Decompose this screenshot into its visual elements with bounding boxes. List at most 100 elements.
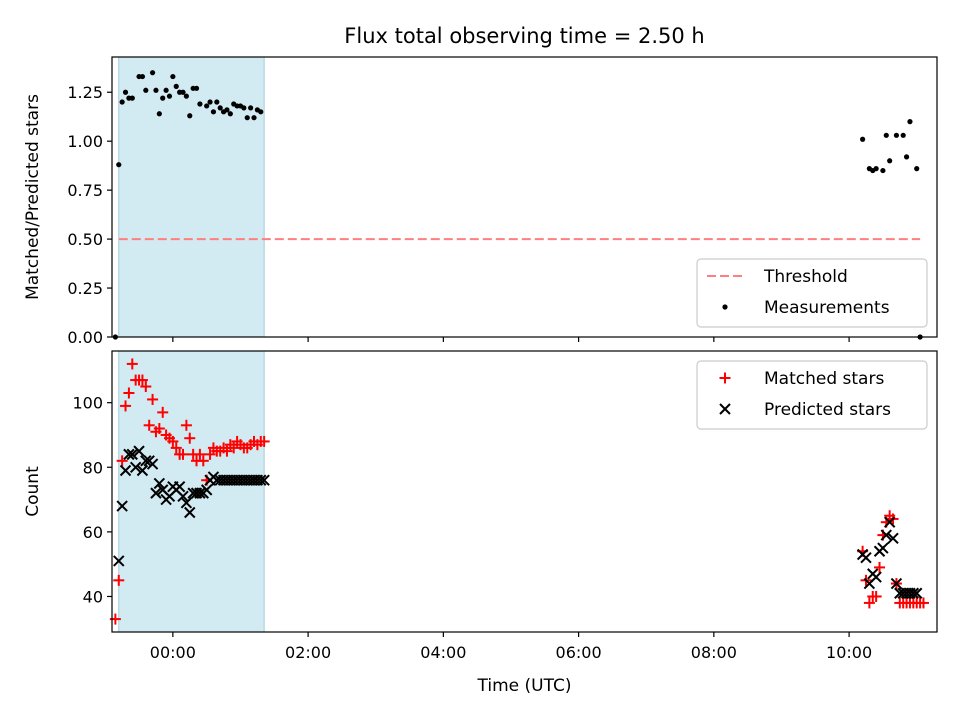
matched-star-point xyxy=(147,393,159,405)
measurement-point xyxy=(893,132,900,138)
y-tick-label: 100 xyxy=(72,394,103,413)
matched-star-point xyxy=(874,561,886,573)
predicted-star-point xyxy=(200,484,213,496)
y-tick-label: 80 xyxy=(83,458,103,477)
measurement-point xyxy=(166,93,173,99)
predicted-star-point xyxy=(146,458,159,470)
predicted-star-marker-b xyxy=(146,458,159,470)
predicted-star-point xyxy=(880,529,892,541)
axes-frame xyxy=(111,56,938,338)
y-tick-label: 0.50 xyxy=(67,230,103,249)
y-tick-label: 1.25 xyxy=(67,83,103,102)
predicted-star-point xyxy=(883,516,896,528)
matched-star-point xyxy=(143,419,155,431)
legend: Matched stars Predicted stars xyxy=(696,360,928,430)
measurement-point xyxy=(180,89,186,95)
measurement-point xyxy=(887,158,893,164)
predicted-star-point xyxy=(907,587,920,599)
predicted-star-point xyxy=(126,448,138,461)
predicted-star-point xyxy=(184,506,196,519)
measurement-point xyxy=(143,87,149,93)
matched-star-point xyxy=(228,442,240,454)
measurement-point xyxy=(149,70,156,76)
matched-star-point xyxy=(157,406,169,418)
predicted-star-marker-b xyxy=(140,455,152,467)
predicted-star-point xyxy=(887,532,899,545)
predicted-star-point xyxy=(870,571,882,583)
measurement-point xyxy=(900,132,906,138)
measurement-point xyxy=(248,105,254,111)
predicted-star-point xyxy=(136,464,149,477)
measurement-point xyxy=(883,132,889,138)
matched-star-point xyxy=(136,374,148,386)
predicted-star-marker-b xyxy=(136,464,149,477)
predicted-star-marker-b xyxy=(150,487,162,499)
predicted-star-point xyxy=(255,474,267,486)
measurement-point xyxy=(139,73,146,80)
measurement-point xyxy=(156,111,162,117)
predicted-star-marker-b xyxy=(177,490,189,503)
x-tick-label: 10:00 xyxy=(826,643,872,662)
predicted-star-marker-b xyxy=(890,577,903,590)
legend-label: Predicted stars xyxy=(764,400,891,420)
matched-star-point xyxy=(170,442,182,454)
matched-star-point xyxy=(870,590,882,602)
predicted-star-point xyxy=(177,490,189,503)
predicted-star-marker-b xyxy=(200,484,213,496)
predicted-star-marker-b xyxy=(126,448,138,461)
predicted-star-point xyxy=(150,487,162,499)
y-tick-label: 0.00 xyxy=(67,328,103,347)
predicted-star-point xyxy=(890,577,903,590)
matched-star-point xyxy=(184,432,196,444)
predicted-star-point xyxy=(877,542,889,554)
measurement-point xyxy=(244,115,250,121)
predicted-star-point xyxy=(133,445,145,457)
matched-star-point xyxy=(123,387,135,399)
predicted-star-marker-b xyxy=(907,587,920,599)
measurement-point xyxy=(193,85,200,91)
measurement-point xyxy=(163,87,169,93)
top-panel: 0.00 0.25 0.50 0.75 1.00 1.25 Flux total obser… xyxy=(23,24,938,347)
y-tick-label: 60 xyxy=(83,523,103,542)
predicted-star-point xyxy=(123,448,135,461)
chart-title: Flux total observing time = 2.50 h xyxy=(344,24,704,48)
predicted-star-point xyxy=(116,500,128,512)
predicted-star-marker-b xyxy=(129,461,142,473)
y-tick-label: 1.00 xyxy=(67,132,103,151)
measurement-point xyxy=(860,136,866,142)
predicted-star-marker-b xyxy=(887,532,899,545)
y-tick-label: 0.75 xyxy=(67,181,103,200)
matched-star-point xyxy=(177,448,189,460)
measurement-point xyxy=(210,109,217,115)
measurement-point xyxy=(116,162,122,168)
predicted-star-point xyxy=(860,552,872,564)
predicted-star-marker-b xyxy=(184,506,196,519)
x-tick-label: 06:00 xyxy=(556,643,602,662)
measurement-point xyxy=(903,154,910,160)
predicted-star-marker-b xyxy=(157,484,169,496)
x-tick-label: 02:00 xyxy=(285,643,331,662)
y-axis-label: Count xyxy=(23,466,43,517)
legend-measurement-swatch xyxy=(722,304,728,310)
predicted-star-marker-b xyxy=(113,555,125,567)
y-axis-label: Matched/Predicted stars xyxy=(23,94,43,300)
predicted-star-marker-b xyxy=(194,487,206,499)
predicted-star-marker-b xyxy=(877,542,889,554)
predicted-star-marker-b xyxy=(173,480,186,493)
predicted-star-marker-b xyxy=(870,571,882,583)
matched-star-point xyxy=(221,445,233,457)
matched-star-point xyxy=(258,435,270,447)
measurement-point xyxy=(183,93,189,99)
measurement-point xyxy=(153,87,159,93)
matched-star-point xyxy=(194,448,206,460)
predicted-star-marker-b xyxy=(880,529,892,541)
matched-star-point xyxy=(180,419,192,431)
measurement-point xyxy=(870,167,876,174)
x-tick-label: 00:00 xyxy=(150,643,196,662)
predicted-star-marker-b xyxy=(153,477,166,490)
measurement-point xyxy=(880,167,886,174)
measurement-point xyxy=(227,111,233,117)
measurement-point xyxy=(170,73,176,80)
legend-label: Measurements xyxy=(764,298,890,318)
measurement-point xyxy=(122,89,129,95)
